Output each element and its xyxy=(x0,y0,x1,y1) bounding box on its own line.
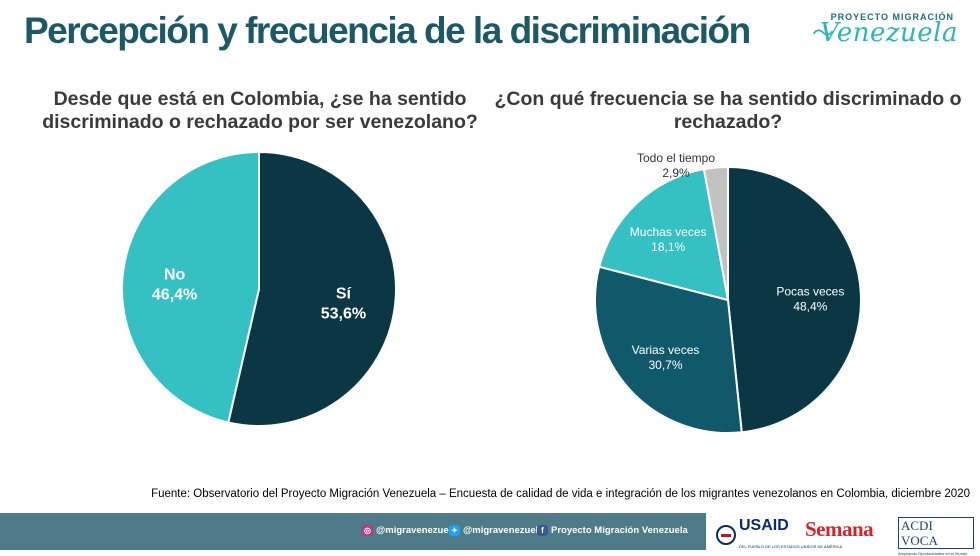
pie-slice-no xyxy=(121,150,260,424)
chart2-title: ¿Con qué frecuencia se ha sentido discri… xyxy=(494,88,962,133)
footer-bar: ◎ @migravenezuela ✦ @migravenezuela f Pr… xyxy=(0,513,706,550)
usaid-seal-icon xyxy=(716,525,736,545)
twitter-icon: ✦ xyxy=(449,525,460,536)
slice-label-todo-el-tiempo: Todo el tiempo 2,9% xyxy=(637,151,715,180)
logo-top-text: PROYECTO MIGRACIÓN xyxy=(830,12,954,22)
pie-slice-varias-veces xyxy=(594,265,743,434)
instagram-link[interactable]: ◎ @migravenezuela xyxy=(362,525,457,536)
acdi-voca-tagline: Ampliando Oportunidades en el Mundo xyxy=(898,551,968,556)
instagram-handle: @migravenezuela xyxy=(376,525,457,536)
pie-slice-si xyxy=(227,150,397,427)
twitter-link[interactable]: ✦ @migravenezuela xyxy=(449,525,544,536)
facebook-link[interactable]: f Proyecto Migración Venezuela xyxy=(537,525,688,536)
source-note: Fuente: Observatorio del Proyecto Migrac… xyxy=(151,488,970,500)
acdi-voca-logo: ACDI VOCA Ampliando Oportunidades en el … xyxy=(898,517,974,556)
slice-label-muchas-veces: Muchas veces 18,1% xyxy=(630,225,707,254)
acdi-voca-text: ACDI VOCA xyxy=(898,517,974,549)
slice-label-no: No 46,4% xyxy=(152,266,197,303)
twitter-handle: @migravenezuela xyxy=(463,525,544,536)
slice-label-pocas-veces: Pocas veces 48,4% xyxy=(776,285,844,314)
proyecto-migracion-logo: 〜 PROYECTO MIGRACIÓN Venezuela xyxy=(812,10,972,50)
usaid-text: USAID xyxy=(739,517,789,534)
slice-label-varias-veces: Varias veces 30,7% xyxy=(632,343,700,372)
instagram-icon: ◎ xyxy=(362,525,373,536)
facebook-icon: f xyxy=(537,525,548,536)
facebook-handle: Proyecto Migración Venezuela xyxy=(551,525,688,536)
pie-chart-discrimination: Sí 53,6% No 46,4% xyxy=(121,150,397,427)
semana-logo: Semana xyxy=(805,517,874,541)
page-title: Percepción y frecuencia de la discrimina… xyxy=(24,10,751,51)
logo-main-text: Venezuela xyxy=(819,18,958,48)
pie-slice-pocas-veces xyxy=(727,165,862,434)
usaid-logo: USAID DEL PUEBLO DE LOS ESTADOS UNIDOS D… xyxy=(716,517,842,553)
pie-chart-frequency: Pocas veces 48,4% Varias veces 30,7% Muchas … xyxy=(594,151,862,434)
chart1-title: Desde que está en Colombia, ¿se ha senti… xyxy=(42,88,478,133)
sponsor-logos: USAID DEL PUEBLO DE LOS ESTADOS UNIDOS D… xyxy=(706,513,980,556)
logo-mark-icon: 〜 xyxy=(812,22,835,47)
pie-slice-todo-el-tiempo xyxy=(702,165,729,301)
pie-slice-muchas-veces xyxy=(598,168,730,302)
charts-canvas: Sí 53,6% No 46,4% Pocas veces 48,4% Varias ve… xyxy=(121,150,862,434)
slice-label-si: Sí 53,6% xyxy=(321,286,366,323)
usaid-subtext: DEL PUEBLO DE LOS ESTADOS UNIDOS DE AMÉR… xyxy=(739,544,843,549)
